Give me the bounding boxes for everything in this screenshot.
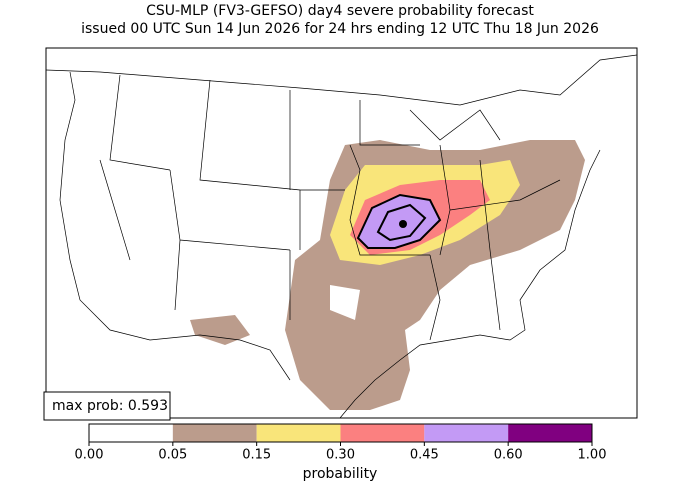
contour <box>356 193 442 249</box>
title-line: CSU-MLP (FV3-GEFSO) day4 severe probabil… <box>146 3 534 19</box>
tick-label: 0.30 <box>326 448 355 463</box>
tick-label: 1.00 <box>578 448 607 463</box>
coast <box>45 54 638 419</box>
max-prob: max prob: 0.593 <box>52 398 168 414</box>
prob-area <box>358 195 440 248</box>
colorbar-segment <box>340 424 425 442</box>
colorbar-segment <box>424 424 509 442</box>
tick-label: 0.60 <box>494 448 523 463</box>
prob-area <box>190 315 250 345</box>
title-line: issued 00 UTC Sun 14 Jun 2026 for 24 hrs… <box>81 21 599 37</box>
contour <box>376 203 427 242</box>
colorbar: 0.00 0.05 0.15 0.30 0.45 0.60 1.00 <box>75 423 607 463</box>
colorbar-segment <box>89 424 173 442</box>
gap <box>330 285 360 320</box>
tick-label: 0.45 <box>410 448 439 463</box>
max-point <box>399 220 407 228</box>
map: max prob: 0.593 <box>43 47 638 421</box>
tick-label: 0.15 <box>242 448 271 463</box>
tick-label: 0.00 <box>75 448 104 463</box>
colorbar-segment <box>508 424 592 442</box>
colorbar-segment <box>256 424 341 442</box>
colorbar-label: probability <box>303 466 378 482</box>
state-lines <box>99 74 561 341</box>
max-prob-box <box>43 391 171 421</box>
tick-label: 0.05 <box>158 448 187 463</box>
colorbar-segment <box>172 424 257 442</box>
